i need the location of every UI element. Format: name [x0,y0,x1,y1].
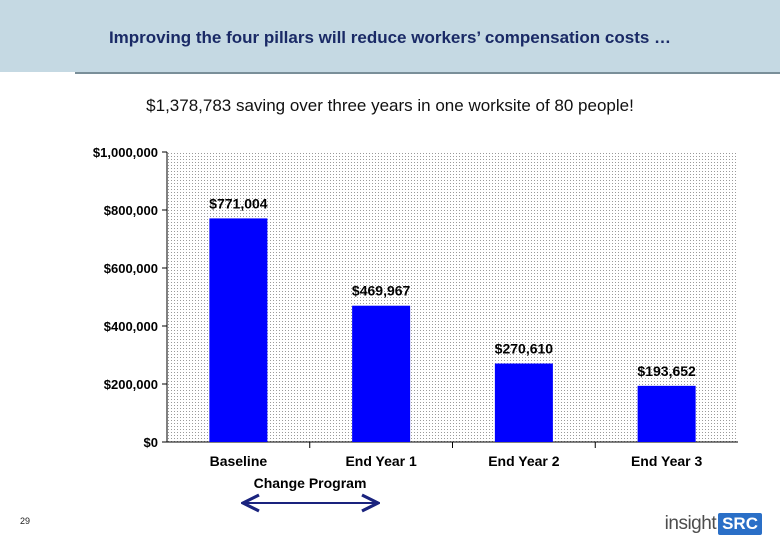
insight-src-logo: insight SRC [665,512,762,536]
y-tick-label: $600,000 [104,261,158,276]
logo-box: SRC [718,513,762,535]
x-tick-label: End Year 1 [345,453,417,469]
y-tick-label: $800,000 [104,203,158,218]
y-tick-label: $400,000 [104,319,158,334]
bar [209,218,268,442]
data-label: $270,610 [495,341,554,357]
slide-subtitle: $1,378,783 saving over three years in on… [146,96,634,115]
bar [352,305,411,442]
change-program-label: Change Program [253,475,367,491]
bar [637,385,696,442]
plot-area: $0 $200,000 $400,000 $600,000 $800,000 $1,000… [93,145,738,469]
x-tick-label: End Year 2 [488,453,560,469]
title-divider [75,72,780,74]
y-tick-label: $1,000,000 [93,145,158,160]
bar [494,363,553,442]
data-label: $771,004 [209,195,268,211]
data-label: $193,652 [637,363,696,379]
y-tick-label: $0 [144,435,158,450]
data-label: $469,967 [352,283,411,299]
x-tick-label: Baseline [210,453,268,469]
title-band [0,0,780,72]
y-tick-label: $200,000 [104,377,158,392]
logo-word: insight [664,513,717,534]
page-number: 29 [20,516,31,526]
x-tick-label: End Year 3 [631,453,703,469]
slide-title: Improving the four pillars will reduce w… [108,28,672,47]
